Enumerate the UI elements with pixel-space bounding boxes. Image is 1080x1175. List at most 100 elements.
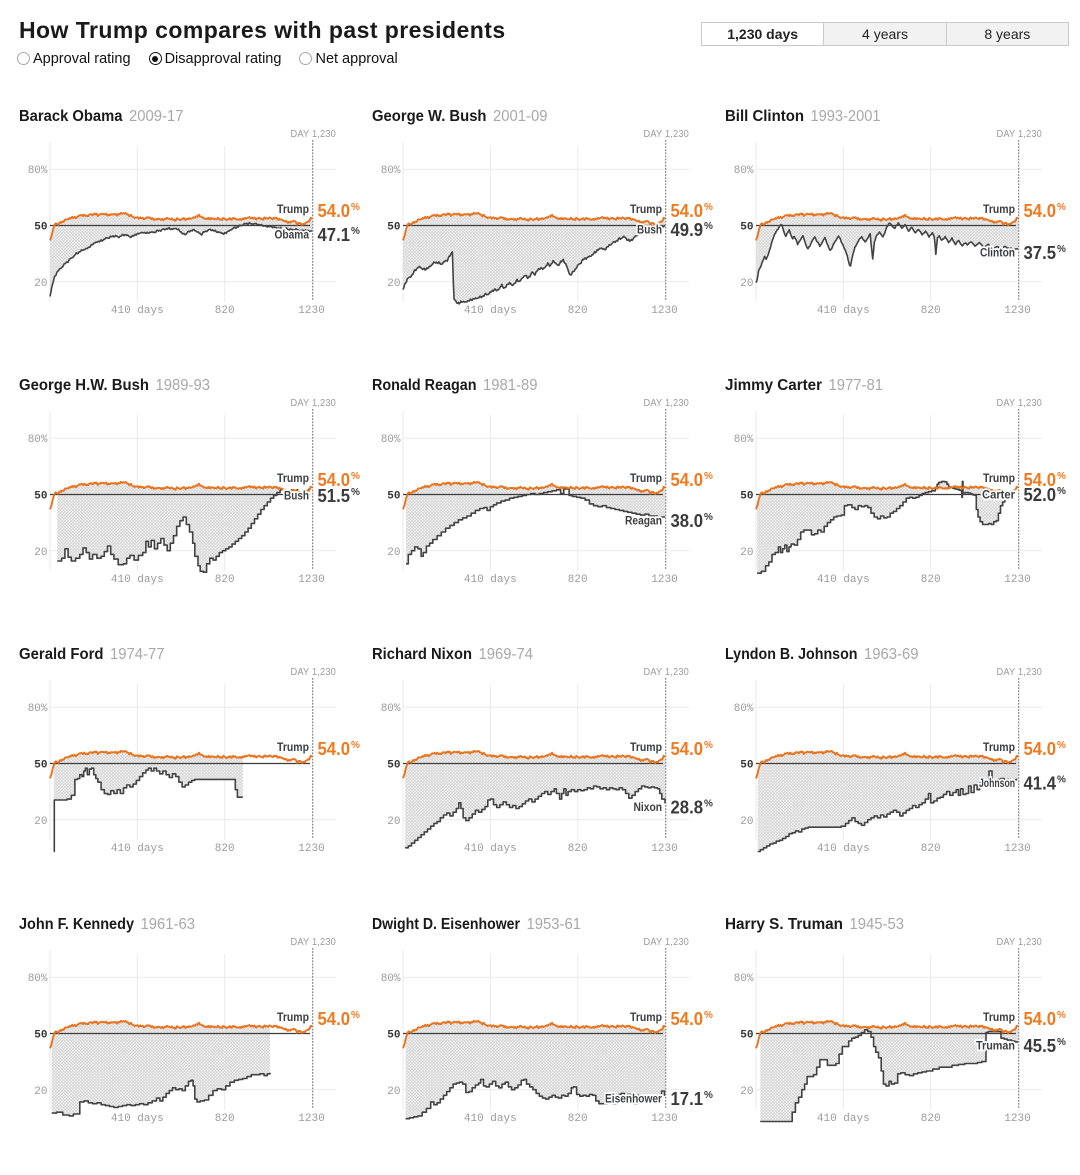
svg-text:%: %	[1057, 775, 1066, 786]
svg-text:51.5: 51.5	[318, 486, 351, 506]
svg-text:Obama: Obama	[275, 228, 310, 242]
svg-text:Trump: Trump	[983, 202, 1015, 216]
svg-text:DAY 1,230: DAY 1,230	[997, 936, 1043, 948]
svg-text:45.5: 45.5	[1024, 1036, 1057, 1056]
svg-text:410 days: 410 days	[111, 1113, 164, 1125]
svg-text:%: %	[1057, 471, 1066, 482]
svg-text:80%: 80%	[734, 703, 754, 715]
svg-text:Trump: Trump	[277, 202, 309, 216]
svg-text:DAY 1,230: DAY 1,230	[291, 128, 337, 140]
svg-text:%: %	[704, 1010, 713, 1021]
svg-text:John F. Kennedy: John F. Kennedy	[19, 916, 134, 933]
svg-text:1969-74: 1969-74	[479, 646, 534, 663]
svg-text:Trump: Trump	[983, 1010, 1015, 1024]
svg-text:80%: 80%	[734, 165, 754, 177]
svg-text:820: 820	[215, 305, 235, 317]
svg-text:Trump: Trump	[630, 471, 662, 485]
svg-text:28.8: 28.8	[671, 797, 704, 817]
svg-text:80%: 80%	[381, 165, 401, 177]
svg-text:Bush: Bush	[284, 488, 309, 502]
svg-text:Bush: Bush	[284, 488, 309, 502]
svg-text:54.0: 54.0	[1024, 201, 1057, 221]
svg-text:George H.W. Bush: George H.W. Bush	[19, 377, 149, 394]
svg-text:%: %	[704, 740, 713, 751]
svg-text:54.0: 54.0	[318, 1009, 351, 1029]
svg-text:1230: 1230	[298, 1113, 324, 1125]
svg-text:Gerald Ford: Gerald Ford	[19, 646, 104, 663]
svg-text:%: %	[351, 226, 360, 237]
svg-text:50: 50	[387, 760, 400, 772]
svg-text:DAY 1,230: DAY 1,230	[644, 128, 690, 140]
svg-text:Trump: Trump	[277, 1010, 309, 1024]
svg-text:1230: 1230	[298, 843, 324, 855]
svg-text:54.0: 54.0	[318, 470, 351, 490]
svg-text:1230: 1230	[1004, 843, 1030, 855]
svg-text:17.1: 17.1	[671, 1089, 704, 1109]
svg-text:Clinton: Clinton	[980, 246, 1015, 260]
svg-text:%: %	[1057, 202, 1066, 213]
svg-text:Trump: Trump	[983, 471, 1015, 485]
svg-text:Truman: Truman	[976, 1039, 1015, 1053]
svg-text:DAY 1,230: DAY 1,230	[644, 666, 690, 678]
svg-text:Reagan: Reagan	[625, 514, 662, 528]
svg-text:41.4: 41.4	[1024, 774, 1057, 794]
svg-text:20: 20	[740, 1086, 753, 1098]
svg-text:Carter: Carter	[982, 487, 1015, 501]
svg-text:%: %	[704, 202, 713, 213]
svg-text:%: %	[351, 202, 360, 213]
svg-text:%: %	[704, 221, 713, 232]
svg-text:80%: 80%	[381, 703, 401, 715]
svg-text:Bush: Bush	[637, 222, 662, 236]
svg-text:50: 50	[740, 1030, 753, 1042]
svg-text:Dwight D. Eisenhower: Dwight D. Eisenhower	[372, 916, 520, 933]
svg-text:Trump: Trump	[277, 740, 309, 754]
svg-text:50: 50	[740, 222, 753, 234]
svg-text:37.5: 37.5	[1024, 243, 1057, 263]
svg-text:1989-93: 1989-93	[156, 377, 211, 394]
svg-text:50: 50	[387, 1030, 400, 1042]
svg-text:50: 50	[387, 222, 400, 234]
svg-text:1953-61: 1953-61	[527, 916, 582, 933]
svg-text:410 days: 410 days	[464, 1113, 517, 1125]
svg-text:80%: 80%	[28, 434, 48, 446]
svg-text:820: 820	[921, 843, 941, 855]
svg-text:80%: 80%	[28, 165, 48, 177]
svg-text:1977-81: 1977-81	[829, 377, 884, 394]
svg-text:DAY 1,230: DAY 1,230	[997, 397, 1043, 409]
svg-text:%: %	[1057, 486, 1066, 497]
svg-text:%: %	[1057, 244, 1066, 255]
svg-text:Clinton: Clinton	[980, 246, 1015, 260]
svg-text:54.0: 54.0	[671, 470, 704, 490]
svg-text:80%: 80%	[381, 434, 401, 446]
svg-text:54.0: 54.0	[318, 201, 351, 221]
svg-text:%: %	[351, 740, 360, 751]
svg-text:54.0: 54.0	[671, 739, 704, 759]
svg-text:410 days: 410 days	[111, 574, 164, 586]
svg-text:DAY 1,230: DAY 1,230	[291, 397, 337, 409]
svg-text:DAY 1,230: DAY 1,230	[291, 936, 337, 948]
svg-text:Nixon: Nixon	[634, 800, 663, 814]
svg-text:Trump: Trump	[630, 202, 662, 216]
svg-text:DAY 1,230: DAY 1,230	[997, 666, 1043, 678]
svg-text:Carter: Carter	[982, 487, 1015, 501]
svg-text:20: 20	[740, 278, 753, 290]
svg-text:1993-2001: 1993-2001	[811, 108, 881, 125]
svg-text:1230: 1230	[651, 843, 677, 855]
svg-text:410 days: 410 days	[111, 843, 164, 855]
svg-text:2001-09: 2001-09	[493, 108, 548, 125]
svg-text:49.9: 49.9	[671, 220, 704, 240]
svg-text:%: %	[351, 487, 360, 498]
svg-text:Trump: Trump	[630, 740, 662, 754]
svg-text:DAY 1,230: DAY 1,230	[644, 936, 690, 948]
svg-text:20: 20	[387, 278, 400, 290]
svg-text:1945-53: 1945-53	[850, 916, 905, 933]
svg-text:%: %	[1057, 740, 1066, 751]
svg-text:80%: 80%	[734, 434, 754, 446]
svg-text:410 days: 410 days	[111, 305, 164, 317]
svg-text:DAY 1,230: DAY 1,230	[291, 666, 337, 678]
svg-text:20: 20	[34, 547, 47, 559]
svg-text:820: 820	[215, 574, 235, 586]
svg-text:20: 20	[740, 547, 753, 559]
svg-text:%: %	[351, 1010, 360, 1021]
svg-text:1230: 1230	[651, 305, 677, 317]
